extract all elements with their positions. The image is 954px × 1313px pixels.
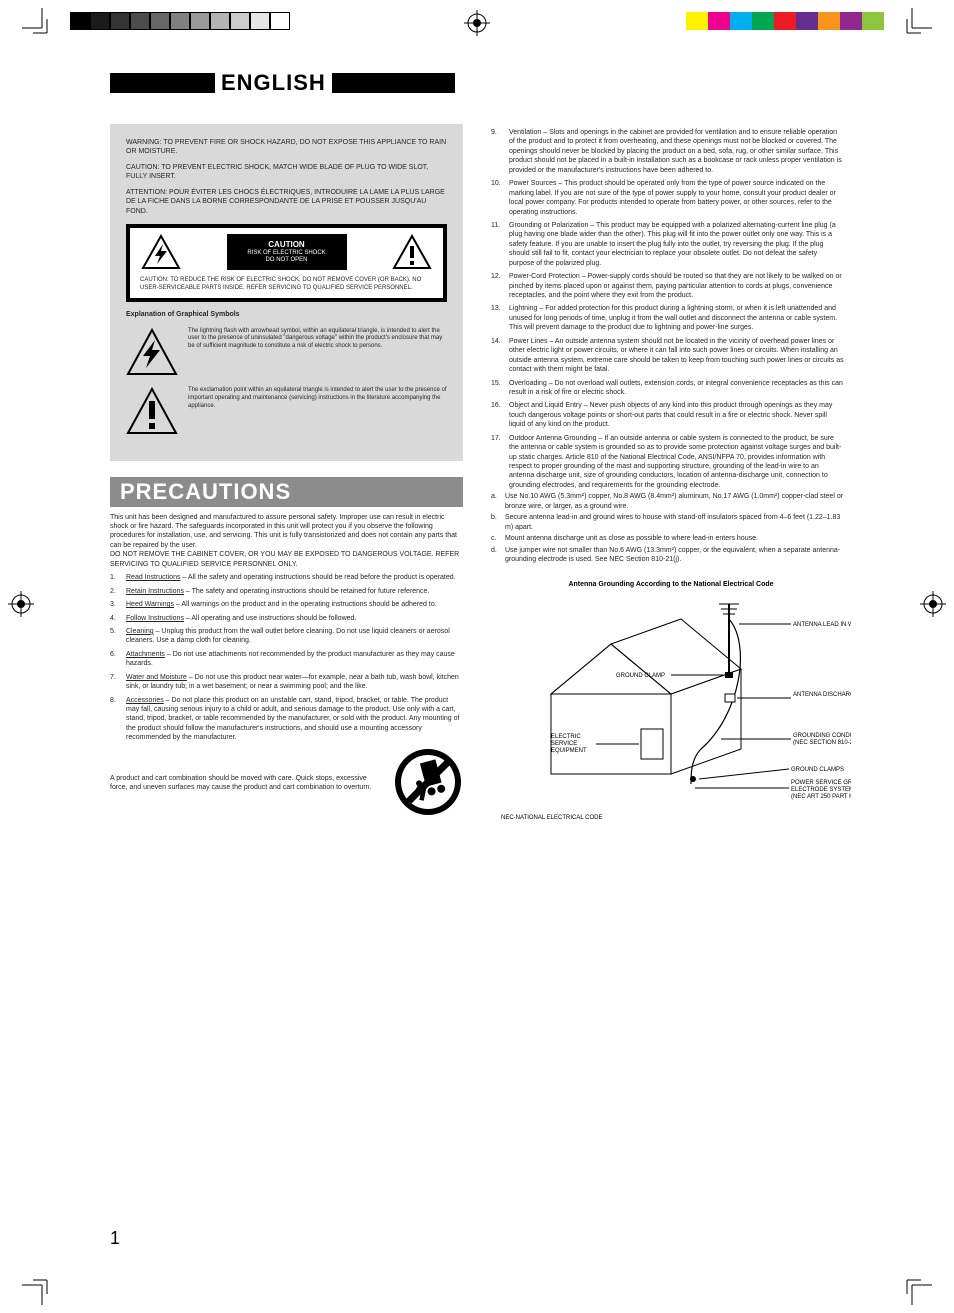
title-bar-right — [332, 73, 352, 93]
precaution-item: 4.Follow Instructions – All operating an… — [110, 614, 463, 623]
crop-mark-tl — [22, 8, 50, 36]
exclamation-symbol-text: The exclamation point within an equilate… — [188, 387, 447, 410]
label-power-service: POWER SERVICE GROUNDINGELECTRODE SYSTEM(… — [791, 780, 851, 800]
gray-swatch — [190, 12, 210, 30]
precaution-item: 3.Heed Warnings – All warnings on the pr… — [110, 600, 463, 609]
cart-tip-text: A product and cart combination should be… — [110, 774, 385, 793]
exclamation-icon — [389, 234, 435, 270]
precaution-item: 15.Overloading – Do not overload wall ou… — [491, 379, 844, 398]
lightning-icon — [138, 234, 184, 270]
precaution-item: 16.Object and Liquid Entry – Never push … — [491, 401, 844, 429]
color-swatch — [840, 12, 862, 30]
gray-swatch — [110, 12, 130, 30]
caution-risk-text: RISK OF ELECTRIC SHOCK DO NOT OPEN — [227, 250, 347, 265]
precaution-item: 1.Read Instructions – All the safety and… — [110, 573, 463, 582]
precaution-item: 2.Retain Instructions – The safety and o… — [110, 587, 463, 596]
grayscale-bar — [70, 12, 290, 30]
label-ground-clamp-top: GROUND CLAMP — [616, 673, 665, 679]
gray-swatch — [170, 12, 190, 30]
precaution-item: 14.Power Lines – An outside antenna syst… — [491, 337, 844, 375]
grounding-sub-item: d.Use jumper wire not smaller than No.6 … — [491, 546, 844, 565]
gray-swatch — [70, 12, 90, 30]
caution-word: CAUTION — [227, 240, 347, 250]
precaution-item: 17.Outdoor Antenna Grounding – If an out… — [491, 434, 844, 491]
caution-black-box: CAUTION RISK OF ELECTRIC SHOCK DO NOT OP… — [227, 234, 347, 270]
registration-target-top — [464, 10, 490, 36]
title-bar-left — [110, 73, 215, 93]
label-discharge: ANTENNA DISCHARGE UNIT (NEC SECTION 810-… — [793, 692, 851, 698]
caution-box: CAUTION RISK OF ELECTRIC SHOCK DO NOT OP… — [126, 224, 447, 302]
precautions-heading: PRECAUTIONS — [110, 477, 463, 507]
precautions-intro: This unit has been designed and manufact… — [110, 513, 463, 570]
label-ground-clamps: GROUND CLAMPS — [791, 767, 844, 773]
gray-swatch — [130, 12, 150, 30]
precaution-item: 11.Grounding or Polarization – This prod… — [491, 221, 844, 268]
warning-text-3: ATTENTION: POUR ÉVITER LES CHOCS ÉLECTRI… — [126, 188, 447, 216]
cart-tip-icon — [393, 747, 463, 820]
precaution-item: 12.Power-Cord Protection – Power-supply … — [491, 272, 844, 300]
color-swatch — [774, 12, 796, 30]
title-bar-fill — [352, 73, 455, 93]
language-title-band: ENGLISH — [110, 70, 455, 96]
crop-mark-tr — [904, 8, 932, 36]
color-swatch — [818, 12, 840, 30]
page-number: 1 — [110, 1228, 120, 1249]
gray-swatch — [90, 12, 110, 30]
warning-text-1: WARNING: TO PREVENT FIRE OR SHOCK HAZARD… — [126, 138, 447, 157]
grounding-sub-item: b.Secure antenna lead-in and ground wire… — [491, 513, 844, 532]
color-swatch — [862, 12, 884, 30]
precaution-item: 10.Power Sources – This product should b… — [491, 179, 844, 217]
precaution-item: 6.Attachments – Do not use attachments n… — [110, 650, 463, 669]
lightning-symbol-text: The lightning flash with arrowhead symbo… — [188, 328, 447, 351]
label-lead-in: ANTENNA LEAD IN WIRE — [793, 622, 851, 628]
crop-mark-bl — [22, 1277, 50, 1305]
label-nec: NEC-NATIONAL ELECTRICAL CODE — [501, 815, 602, 821]
symbol-row-lightning: The lightning flash with arrowhead symbo… — [126, 328, 447, 379]
color-swatch — [708, 12, 730, 30]
cart-tip-warning: A product and cart combination should be… — [110, 747, 463, 820]
symbol-row-exclamation: The exclamation point within an equilate… — [126, 387, 447, 438]
precaution-item: 5.Cleaning – Unplug this product from th… — [110, 627, 463, 646]
gray-swatch — [150, 12, 170, 30]
warning-panel: WARNING: TO PREVENT FIRE OR SHOCK HAZARD… — [110, 124, 463, 461]
precaution-item: 7.Water and Moisture – Do not use this p… — [110, 673, 463, 692]
label-conductors: GROUNDING CONDUCTORS(NEC SECTION 810-21) — [793, 733, 851, 746]
gray-swatch — [230, 12, 250, 30]
grounding-sub-item: a.Use No.10 AWG (5.3mm²) copper, No.8 AW… — [491, 492, 844, 511]
precaution-item: 9.Ventilation – Slots and openings in th… — [491, 128, 844, 175]
gray-swatch — [210, 12, 230, 30]
color-swatch — [752, 12, 774, 30]
right-column: 9.Ventilation – Slots and openings in th… — [491, 124, 844, 838]
registration-target-left — [8, 591, 34, 617]
symbol-explanation-heading: Explanation of Graphical Symbols — [126, 310, 447, 319]
diagram-title: Antenna Grounding According to the Natio… — [568, 581, 773, 588]
left-column: WARNING: TO PREVENT FIRE OR SHOCK HAZARD… — [110, 124, 463, 838]
exclamation-icon-large — [126, 387, 178, 438]
warning-text-2: CAUTION: TO PREVENT ELECTRIC SHOCK, MATC… — [126, 163, 447, 182]
gray-swatch — [250, 12, 270, 30]
precautions-body-left: This unit has been designed and manufact… — [110, 513, 463, 821]
color-swatch — [686, 12, 708, 30]
precaution-item: 13.Lightning – For added protection for … — [491, 304, 844, 332]
lightning-icon-large — [126, 328, 178, 379]
gray-swatch — [270, 12, 290, 30]
caution-body-text: CAUTION: TO REDUCE THE RISK OF ELECTRIC … — [138, 270, 435, 292]
registration-target-right — [920, 591, 946, 617]
crop-mark-br — [904, 1277, 932, 1305]
grounding-sub-item: c.Mount antenna discharge unit as close … — [491, 534, 844, 543]
language-title: ENGLISH — [215, 70, 332, 96]
precaution-item: 8.Accessories – Do not place this produc… — [110, 696, 463, 743]
color-swatch — [730, 12, 752, 30]
page-body: ENGLISH WARNING: TO PREVENT FIRE OR SHOC… — [55, 60, 899, 1253]
color-bar — [686, 12, 884, 30]
color-swatch — [796, 12, 818, 30]
antenna-grounding-diagram: Antenna Grounding According to the Natio… — [491, 574, 844, 837]
